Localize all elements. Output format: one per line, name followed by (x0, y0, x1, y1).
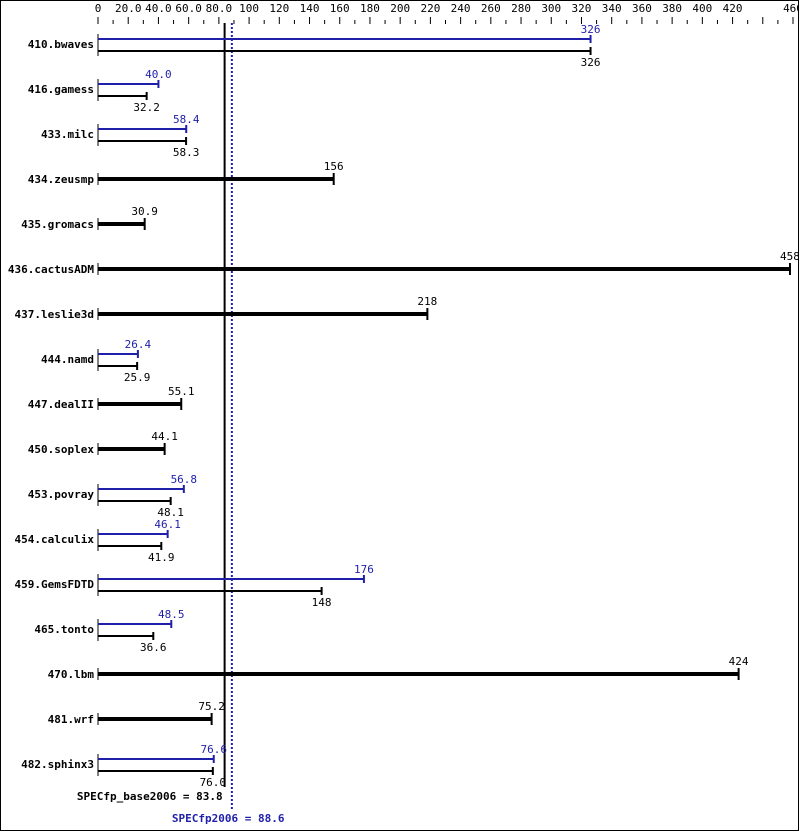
x-tick-label: 220 (420, 2, 440, 15)
benchmark-label: 447.dealII (28, 398, 94, 411)
benchmark-label: 450.soplex (28, 443, 95, 456)
x-tick-label: 280 (511, 2, 531, 15)
x-tick-label: 0 (95, 2, 102, 15)
base-value-label: 156 (324, 160, 344, 173)
base-value-label: 424 (729, 655, 749, 668)
benchmark-label: 459.GemsFDTD (15, 578, 95, 591)
base-value-label: 44.1 (151, 430, 178, 443)
peak-value-label: 56.8 (171, 473, 198, 486)
x-tick-label: 380 (662, 2, 682, 15)
benchmark-label: 482.sphinx3 (21, 758, 94, 771)
base-value-label: 48.1 (157, 506, 184, 519)
benchmark-label: 465.tonto (34, 623, 94, 636)
benchmark-label: 470.lbm (48, 668, 95, 681)
base-value-label: 25.9 (124, 371, 151, 384)
x-tick-label: 60.0 (175, 2, 202, 15)
base-value-label: 30.9 (131, 205, 158, 218)
x-tick-label: 160 (330, 2, 350, 15)
x-tick-label: 180 (360, 2, 380, 15)
base-value-label: 326 (581, 56, 601, 69)
benchmark-label: 416.gamess (28, 83, 94, 96)
x-tick-label: 200 (390, 2, 410, 15)
peak-value-label: 48.5 (158, 608, 185, 621)
x-tick-label: 140 (300, 2, 320, 15)
peak-reference-label: SPECfp2006 = 88.6 (172, 812, 285, 825)
benchmark-label: 444.namd (41, 353, 94, 366)
benchmark-label: 436.cactusADM (8, 263, 94, 276)
x-tick-label: 240 (451, 2, 471, 15)
x-tick-label: 120 (269, 2, 289, 15)
x-tick-label: 420 (723, 2, 743, 15)
peak-value-label: 46.1 (154, 518, 181, 531)
x-tick-label: 400 (692, 2, 712, 15)
x-tick-label: 260 (481, 2, 501, 15)
x-tick-label: 80.0 (206, 2, 233, 15)
base-value-label: 41.9 (148, 551, 175, 564)
base-value-label: 58.3 (173, 146, 200, 159)
base-value-label: 75.2 (198, 700, 225, 713)
x-tick-label: 100 (239, 2, 259, 15)
x-tick-label: 320 (572, 2, 592, 15)
peak-value-label: 326 (581, 23, 601, 36)
base-value-label: 36.6 (140, 641, 167, 654)
benchmark-label: 433.milc (41, 128, 94, 141)
peak-value-label: 58.4 (173, 113, 200, 126)
x-tick-label: 300 (541, 2, 561, 15)
benchmark-label: 453.povray (28, 488, 95, 501)
base-value-label: 218 (417, 295, 437, 308)
base-value-label: 32.2 (133, 101, 160, 114)
benchmark-label: 435.gromacs (21, 218, 94, 231)
peak-value-label: 40.0 (145, 68, 172, 81)
base-reference-label: SPECfp_base2006 = 83.8 (77, 790, 223, 803)
peak-value-label: 176 (354, 563, 374, 576)
peak-value-label: 76.6 (200, 743, 227, 756)
benchmark-label: 434.zeusmp (28, 173, 95, 186)
peak-value-label: 26.4 (125, 338, 152, 351)
x-tick-label: 360 (632, 2, 652, 15)
x-tick-label: 40.0 (145, 2, 172, 15)
benchmark-label: 481.wrf (48, 713, 94, 726)
x-tick-label: 340 (602, 2, 622, 15)
base-value-label: 458 (780, 250, 798, 263)
base-value-label: 55.1 (168, 385, 195, 398)
x-tick-label: 20.0 (115, 2, 142, 15)
benchmark-label: 410.bwaves (28, 38, 94, 51)
benchmark-label: 437.leslie3d (15, 308, 94, 321)
base-value-label: 148 (312, 596, 332, 609)
benchmark-label: 454.calculix (15, 533, 95, 546)
base-value-label: 76.0 (200, 776, 227, 789)
x-tick-label: 460 (783, 2, 798, 15)
